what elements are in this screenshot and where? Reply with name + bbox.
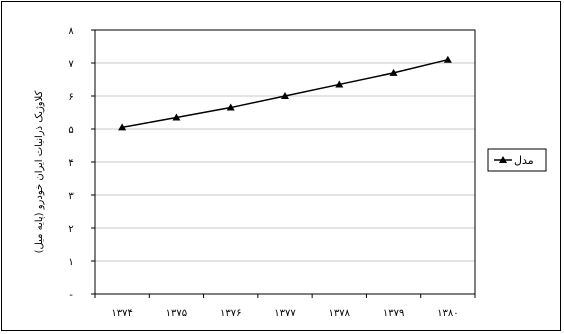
x-tick-label: ۱۳۷۹: [383, 308, 404, 319]
data-point: [118, 123, 127, 131]
y-tick-label: ۵: [68, 125, 73, 136]
series-layer: [118, 55, 452, 131]
legend-label: مدل: [514, 154, 534, 167]
y-tick-label: ۶: [68, 92, 73, 103]
x-tick-label: ۱۳۷۸: [329, 308, 351, 319]
data-point: [226, 103, 235, 111]
x-axis-ticks: ۱۳۷۴ ۱۳۷۵ ۱۳۷۶ ۱۳۷۷ ۱۳۷۸ ۱۳۷۹ ۱۳۸۰: [94, 294, 476, 319]
data-point: [172, 113, 181, 121]
x-tick-label: ۱۳۷۶: [220, 308, 241, 319]
y-tick-label: ۳: [68, 191, 74, 202]
data-point: [389, 68, 398, 76]
y-tick-label: ۲: [68, 224, 73, 235]
legend-marker: [494, 156, 512, 163]
x-tick-label: ۱۳۷۵: [166, 308, 187, 319]
y-tick-label: ۱: [68, 257, 73, 268]
y-axis-label: کلاوژیک ذرانیات ایران خودرو (پایه میل): [34, 90, 45, 253]
y-tick-label: -: [69, 290, 73, 301]
y-tick-label: ۸: [68, 26, 74, 37]
data-point: [281, 92, 289, 99]
y-axis-ticks: - ۱ ۲ ۳ ۴ ۵ ۶ ۷ ۸: [68, 26, 95, 301]
y-tick-label: ۴: [68, 158, 73, 169]
legend-triangle: [499, 156, 507, 163]
y-tick-label: ۷: [68, 59, 74, 70]
data-point: [335, 80, 344, 88]
legend-box: [487, 148, 547, 172]
x-tick-label: ۱۳۷۷: [274, 308, 296, 319]
x-tick-label: ۱۳۷۴: [111, 308, 132, 319]
x-tick-label: ۱۳۸۰: [437, 308, 458, 319]
data-point: [443, 55, 452, 63]
